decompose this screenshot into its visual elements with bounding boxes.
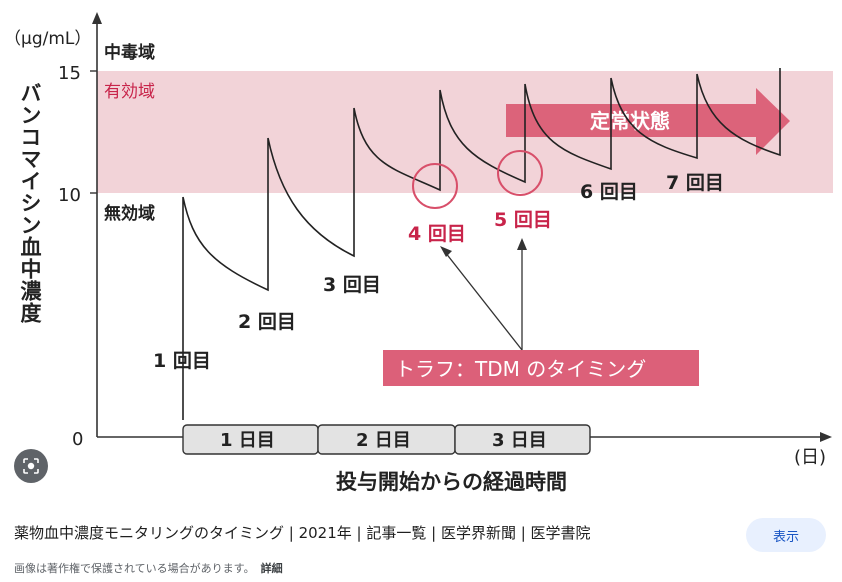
zone-ineffective-label: 無効域 — [104, 203, 155, 224]
image-source-title[interactable]: 薬物血中濃度モニタリングのタイミング | 2021年 | 記事一覧 | 医学界新… — [14, 524, 591, 542]
y-axis-arrow — [92, 12, 102, 24]
trough-circle-5 — [497, 150, 543, 196]
pharmacokinetics-figure: （μg/mL） 15 10 0 バンコマイシン血中濃度 中毒域 有効域 無効域 … — [4, 12, 833, 494]
pointer-line-4 — [444, 251, 523, 351]
lens-glyph-icon — [23, 458, 39, 474]
details-link[interactable]: 詳細 — [260, 562, 283, 575]
lens-icon[interactable] — [14, 449, 48, 483]
trough-label-box — [383, 350, 699, 386]
steady-state-arrow — [506, 88, 790, 155]
pointer-head-4 — [440, 246, 452, 257]
trough-circle-4 — [412, 163, 458, 209]
dose-label-2: 2 回目 — [238, 311, 296, 333]
concentration-curve — [182, 68, 781, 420]
x-unit-label: (日) — [794, 447, 826, 468]
y-tick-label-15: 15 — [58, 63, 81, 84]
dose-label-3: 3 回目 — [323, 274, 381, 296]
dose-label-1: 1 回目 — [153, 350, 211, 372]
copyright-text: 画像は著作権で保護されている場合があります。 — [14, 562, 255, 575]
dose-label-7: 7 回目 — [666, 172, 724, 194]
dose-label-5: 5 回目 — [494, 209, 552, 231]
open-button[interactable]: 表示 — [746, 518, 826, 552]
trough-label: トラフ：TDM のタイミング — [395, 357, 646, 381]
copyright-notice: 画像は著作権で保護されている場合があります。 詳細 — [14, 560, 283, 576]
dose-label-6: 6 回目 — [580, 181, 638, 203]
day-label-3: 3 日目 — [492, 430, 547, 451]
day-label-1: 1 日目 — [220, 430, 275, 451]
y-unit-label: （μg/mL） — [4, 29, 91, 49]
y-tick-label-10: 10 — [58, 185, 81, 206]
dose-label-4: 4 回目 — [408, 223, 466, 245]
day-label-2: 2 日目 — [356, 430, 411, 451]
pointer-head-5 — [517, 238, 527, 250]
zone-toxic-label: 中毒域 — [104, 42, 155, 63]
y-tick-label-0: 0 — [72, 429, 83, 450]
zone-effective-label: 有効域 — [104, 82, 155, 102]
y-axis-title: バンコマイシン血中濃度 — [18, 82, 42, 324]
x-axis-title: 投与開始からの経過時間 — [336, 470, 567, 494]
day-box-3 — [454, 424, 591, 455]
steady-state-label: 定常状態 — [590, 109, 670, 133]
x-axis-arrow — [820, 432, 832, 442]
